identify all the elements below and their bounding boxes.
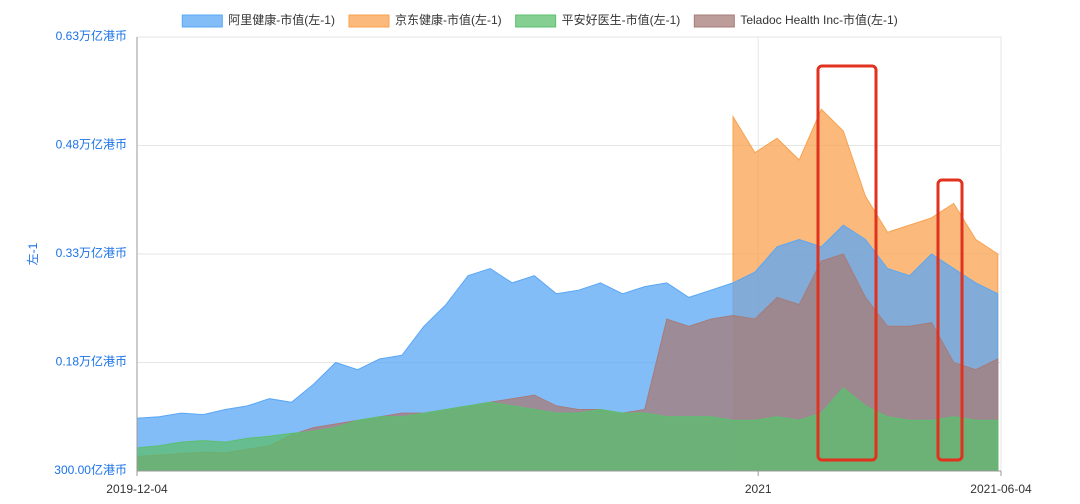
highlight-box [816,64,878,462]
y-tick-label: 0.33万亿港币 [56,245,127,260]
x-tick-label: 2021-06-04 [970,482,1032,496]
y-tick-label: 0.48万亿港币 [56,137,127,152]
legend: 阿里健康-市值(左-1) 京东健康-市值(左-1) 平安好医生-市值(左-1) Tel… [181,12,898,28]
y-tick-label: 0.63万亿港币 [56,28,127,43]
legend-label: Teladoc Health Inc-市值(左-1) [740,12,897,27]
legend-label: 阿里健康-市值(左-1) [228,12,335,27]
areas [136,108,999,472]
x-tick-label: 2021 [745,482,772,496]
area [136,387,999,472]
legend-label: 平安好医生-市值(左-1) [562,12,681,27]
legend-swatch [693,14,735,28]
highlight-box [936,178,964,462]
legend-swatch [515,14,557,28]
legend-swatch [181,14,223,28]
axes: 300.00亿港币 0.18万亿港币 0.33万亿港币 0.48万亿港币 0.63万亿港… [54,28,1032,496]
x-tick-label: 2019-12-04 [106,482,168,496]
legend-label: 京东健康-市值(左-1) [395,12,502,27]
y-axis-label: 左-1 [25,242,40,265]
y-tick-label: 0.18万亿港币 [56,354,127,369]
legend-swatch [348,14,390,28]
y-tick-label: 300.00亿港币 [54,462,127,477]
